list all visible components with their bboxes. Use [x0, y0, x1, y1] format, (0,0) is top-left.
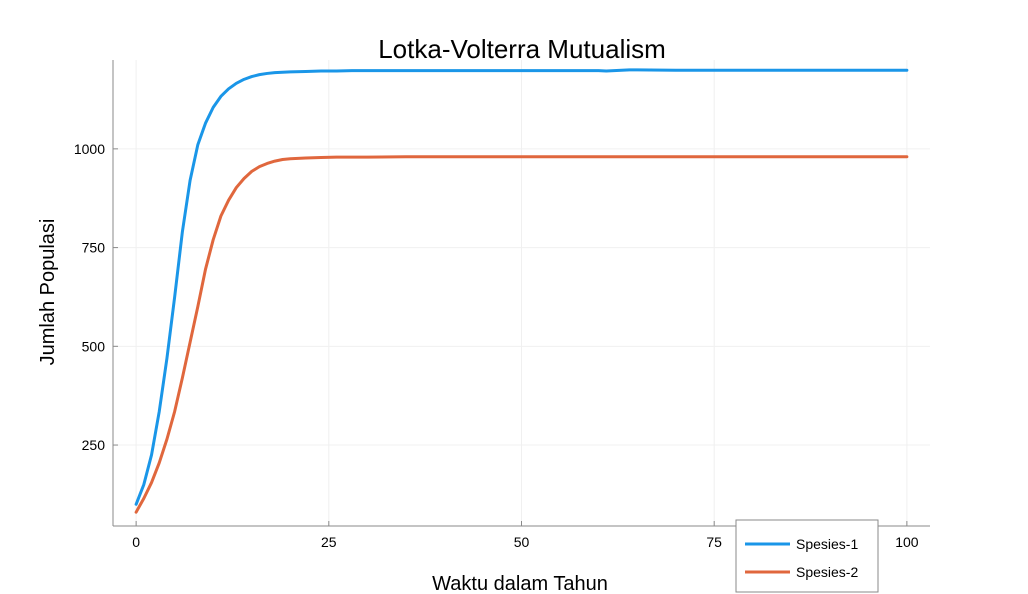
series-line-spesies-2 [134, 155, 909, 514]
y-tick-label: 500 [82, 338, 106, 354]
y-tick-label: 750 [82, 240, 106, 256]
legend: Spesies-1 Spesies-2 [735, 519, 879, 593]
x-tick-label: 0 [132, 534, 140, 550]
series-line-spesies-1 [134, 68, 909, 506]
legend-box [735, 519, 879, 593]
legend-label-spesies-2: Spesies-2 [796, 564, 858, 580]
legend-label-spesies-1: Spesies-1 [796, 536, 858, 552]
x-tick-label: 50 [514, 534, 530, 550]
x-axis-label: Waktu dalam Tahun [432, 573, 608, 594]
grid-lines [113, 60, 930, 526]
y-tick-label: 1000 [74, 141, 105, 157]
y-tick-label: 250 [82, 437, 106, 453]
series-lines [134, 68, 909, 514]
chart-title: Lotka-Volterra Mutualism [378, 34, 666, 64]
y-axis-label: Jumlah Populasi [37, 219, 59, 366]
x-tick-label: 75 [706, 534, 722, 550]
x-tick-label: 100 [895, 534, 919, 550]
x-tick-label: 25 [321, 534, 337, 550]
tick-labels: 0 25 50 75 100 250 500 750 1000 [74, 141, 919, 550]
